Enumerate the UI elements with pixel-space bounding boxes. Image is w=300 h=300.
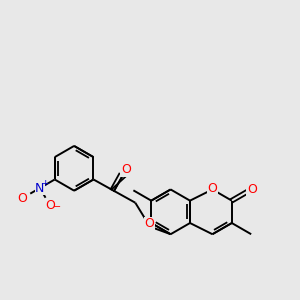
Text: +: + (40, 178, 48, 188)
Text: O: O (121, 163, 131, 176)
Text: O: O (247, 183, 256, 196)
Text: −: − (53, 202, 61, 212)
Text: N: N (35, 182, 45, 194)
Text: O: O (145, 218, 154, 230)
Text: O: O (208, 182, 218, 195)
Text: O: O (17, 192, 27, 205)
Text: O: O (45, 200, 55, 212)
